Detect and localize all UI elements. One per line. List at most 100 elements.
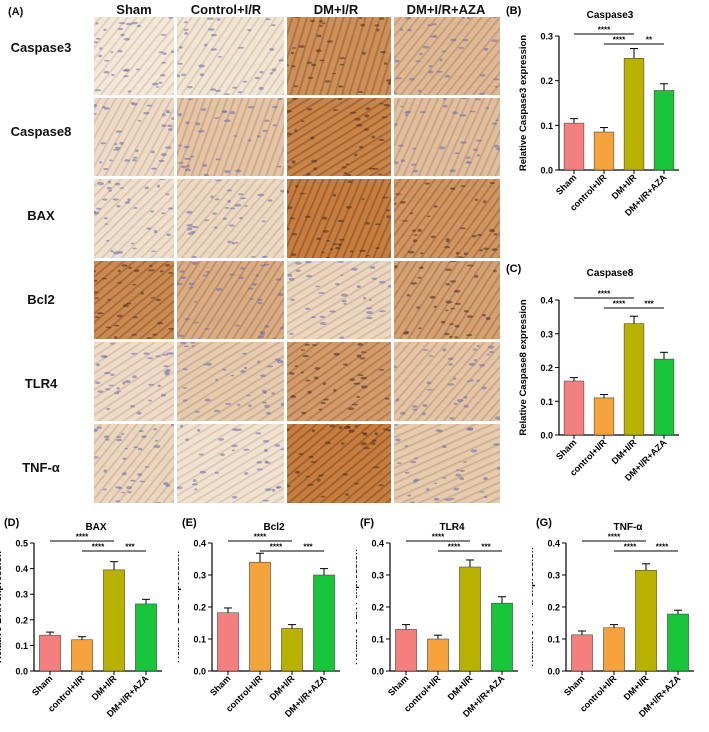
bar: [395, 629, 417, 672]
micrograph-tile: [393, 260, 501, 340]
panel-letter: (G): [536, 517, 552, 529]
micrograph-tile: [393, 341, 501, 422]
bar: [667, 613, 689, 672]
micrograph-tile: [176, 341, 285, 422]
micrograph-tile: [286, 178, 392, 259]
micrograph-tile: [393, 423, 501, 504]
y-tick-label: 0.2: [371, 603, 384, 613]
significance-label: ****: [598, 26, 611, 35]
y-tick-label: 0.0: [540, 431, 553, 441]
micrograph-tile: [93, 16, 175, 96]
y-tick-label: 0.0: [15, 667, 28, 677]
y-tick-label: 0.4: [540, 296, 553, 306]
micrograph-tile: [286, 260, 392, 340]
y-tick-label: 0.2: [193, 603, 206, 613]
chart-title: BAX: [85, 522, 106, 533]
y-axis-label: Relative TNF-α expression: [532, 547, 536, 667]
bar: [249, 561, 271, 672]
bar: [217, 612, 239, 672]
bar: [603, 627, 625, 672]
significance-label: ***: [644, 300, 654, 309]
y-tick-label: 0.1: [193, 635, 206, 645]
bar: [635, 569, 657, 672]
x-tick-label: DM+I/R: [268, 673, 297, 702]
y-tick-label: 0.1: [547, 635, 560, 645]
bar: [623, 323, 645, 436]
x-tick-label: DM+I/R: [446, 673, 475, 702]
panel-letter: (F): [360, 517, 374, 529]
micrograph-tile: [176, 260, 285, 340]
bar: [459, 566, 481, 672]
bar: [571, 634, 593, 672]
panel-a-letter: (A): [8, 6, 24, 18]
significance-label: ****: [598, 290, 611, 299]
micrograph-tile: [393, 16, 501, 96]
y-tick-label: 0.0: [193, 667, 206, 677]
y-tick-label: 0.3: [193, 571, 206, 581]
y-tick-label: 0.1: [540, 397, 553, 407]
y-tick-label: 0.3: [15, 590, 28, 600]
significance-label: ****: [608, 533, 621, 542]
chart-bcl2: (E) Bcl2 Relative Bcl2 expression 0.0 0.1 0.2…: [178, 517, 340, 719]
y-tick-label: 0.1: [540, 121, 553, 131]
micrograph-tile: [176, 16, 285, 96]
significance-label: ****: [254, 533, 267, 542]
micrograph-tile: [93, 260, 175, 340]
y-tick-label: 0.2: [540, 76, 553, 86]
chart-title: TNF-α: [614, 522, 644, 533]
column-header-control: Control+I/R: [190, 2, 262, 17]
bar: [653, 90, 675, 171]
bar: [593, 131, 615, 171]
y-tick-label: 0.3: [540, 32, 553, 42]
significance-label: ****: [613, 300, 626, 309]
x-tick-label: DM+I/R: [622, 673, 651, 702]
significance-label: ****: [270, 543, 283, 552]
row-header-tlr4: TLR4: [24, 376, 58, 391]
chart-title: TLR4: [440, 522, 465, 533]
y-tick-label: 0.1: [15, 641, 28, 651]
row-header-caspase3: Caspase3: [10, 40, 72, 55]
row-header-bcl2: Bcl2: [27, 292, 55, 307]
chart-caspase3: (B) Caspase3 Relative Caspase3 expression 0…: [506, 5, 679, 218]
x-tick-label: Sham: [562, 673, 586, 697]
column-header-dm: DM+I/R: [313, 2, 359, 17]
column-header-dm-aza: DM+I/R+AZA: [406, 2, 486, 17]
micrograph-tile: [286, 97, 392, 177]
y-tick-label: 0.2: [540, 363, 553, 373]
x-tick-label: Sham: [554, 172, 578, 196]
significance-label: ****: [92, 543, 105, 552]
panel-letter: (B): [506, 5, 522, 17]
significance-label: ****: [656, 543, 669, 552]
chart-tnf-alpha: (G) TNF-α Relative TNF-α expression 0.0 0.1 0…: [532, 517, 694, 719]
bar: [563, 122, 585, 171]
y-tick-label: 0.0: [547, 667, 560, 677]
significance-label: ****: [432, 533, 445, 542]
y-tick-label: 0.3: [371, 571, 384, 581]
y-axis-label: Relative TLR4 expression: [356, 549, 360, 665]
bar: [491, 602, 513, 672]
x-tick-label: Sham: [386, 673, 410, 697]
chart-title: Caspase8: [587, 268, 634, 279]
micrograph-tile: [393, 97, 501, 177]
micrograph-tile: [93, 97, 175, 177]
chart-title: Caspase3: [587, 10, 634, 21]
y-tick-label: 0.0: [371, 667, 384, 677]
bar: [39, 634, 61, 672]
bar: [281, 628, 303, 672]
bar: [593, 397, 615, 436]
y-tick-label: 0.4: [547, 539, 560, 549]
micrograph-tile: [176, 178, 285, 259]
panel-letter: (E): [182, 517, 197, 529]
row-header-bax: BAX: [27, 208, 55, 223]
y-tick-label: 0.3: [547, 571, 560, 581]
row-header-caspase8: Caspase8: [10, 124, 72, 139]
micrograph-tile: [176, 97, 285, 177]
y-axis-label: Relative Bcl2 expression: [178, 551, 182, 663]
significance-label: ****: [613, 36, 626, 45]
chart-bax: (D) BAX Relative BAX expression 0.0 0.1 0.2 0.…: [0, 517, 162, 719]
micrograph-tile: [286, 423, 392, 504]
chart-title: Bcl2: [263, 522, 285, 533]
row-header-tnf-alpha: TNF-α: [22, 460, 60, 475]
significance-label: ***: [303, 543, 313, 552]
y-tick-label: 0.1: [371, 635, 384, 645]
